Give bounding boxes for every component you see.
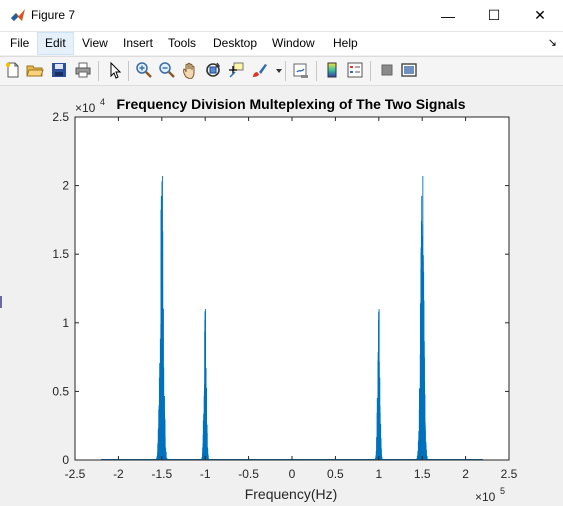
new-figure-icon[interactable] <box>4 61 22 79</box>
zoom-in-icon[interactable] <box>135 61 153 79</box>
menu-file[interactable]: File <box>10 36 30 50</box>
legend-icon[interactable] <box>346 61 364 79</box>
spectrum-line <box>101 175 483 460</box>
minimize-icon: — <box>441 7 455 24</box>
x-tick-label: 2 <box>462 467 469 481</box>
data-cursor-icon[interactable] <box>227 61 245 79</box>
menu-edit[interactable]: Edit <box>37 32 74 55</box>
x-tick-label: 1 <box>375 467 382 481</box>
y-axis: 0 0.5 1 1.5 2 2.5 <box>52 110 509 467</box>
x-exponent-power: 5 <box>500 486 505 496</box>
y-tick-label: 2.5 <box>52 110 69 124</box>
open-file-icon[interactable] <box>26 61 44 79</box>
toolbar-separator <box>370 61 371 81</box>
x-axis: -2.5 -2 -1.5 -1 -0.5 0 0.5 1 1.5 2 2.5 <box>65 117 518 481</box>
spectrum-peak-body <box>204 417 207 460</box>
x-tick-label: 0.5 <box>327 467 344 481</box>
plot-svg: -2.5 -2 -1.5 -1 -0.5 0 0.5 1 1.5 2 2.5 0 0.5 1 1.5 2 2.… <box>52 96 518 504</box>
x-tick-label: 1.5 <box>414 467 431 481</box>
dock-arrow-icon[interactable]: ↘ <box>547 37 557 49</box>
menu-tools[interactable]: Tools <box>168 36 197 50</box>
brush-dropdown-icon[interactable] <box>270 61 282 79</box>
toolbar-separator <box>316 61 317 81</box>
maximize-button[interactable]: ☐ <box>471 0 517 31</box>
y-tick-label: 1.5 <box>52 247 69 261</box>
pan-hand-icon[interactable] <box>181 61 199 79</box>
select-arrow-icon[interactable] <box>106 61 124 79</box>
figure-toolbar <box>0 56 563 86</box>
menu-desktop[interactable]: Desktop <box>213 36 258 50</box>
axes-background <box>75 117 509 460</box>
menu-insert[interactable]: Insert <box>123 36 154 50</box>
hide-plot-tools-icon[interactable] <box>378 61 396 79</box>
close-icon: ✕ <box>534 7 546 23</box>
spectrum-peak-body <box>160 380 164 460</box>
zoom-out-icon[interactable] <box>158 61 176 79</box>
menu-view[interactable]: View <box>82 36 108 50</box>
menu-window[interactable]: Window <box>272 36 315 50</box>
rotate-3d-icon[interactable] <box>204 61 222 79</box>
y-exponent-power: 4 <box>100 97 105 107</box>
figure-canvas: -2.5 -2 -1.5 -1 -0.5 0 0.5 1 1.5 2 2.5 0 0.5 1 1.5 2 2.… <box>0 86 563 506</box>
brush-icon[interactable] <box>250 61 268 79</box>
print-icon[interactable] <box>74 61 92 79</box>
menu-help[interactable]: Help <box>333 36 358 50</box>
maximize-icon: ☐ <box>487 7 501 23</box>
toolbar-separator <box>285 61 286 81</box>
link-plot-icon[interactable] <box>292 61 310 79</box>
y-tick-label: 1 <box>62 316 69 330</box>
save-icon[interactable] <box>50 61 68 79</box>
x-tick-label: 2.5 <box>501 467 518 481</box>
x-tick-label: -1.5 <box>151 467 172 481</box>
colorbar-icon[interactable] <box>323 61 341 79</box>
x-tick-label: -1 <box>200 467 211 481</box>
x-axis-label: Frequency(Hz) <box>245 486 338 502</box>
y-tick-label: 0 <box>62 453 69 467</box>
show-plot-tools-icon[interactable] <box>400 61 418 79</box>
window-edge-marker <box>0 296 2 308</box>
x-exponent-base: ×10 <box>475 490 496 504</box>
x-tick-label: 0 <box>289 467 296 481</box>
matlab-logo-icon <box>11 9 25 21</box>
x-tick-label: -2 <box>113 467 124 481</box>
minimize-button[interactable]: — <box>425 0 471 31</box>
toolbar-separator <box>128 61 129 81</box>
x-tick-label: -0.5 <box>238 467 259 481</box>
y-tick-label: 2 <box>62 179 69 193</box>
y-tick-label: 0.5 <box>52 384 69 398</box>
menu-bar: File Edit View Insert Tools Desktop Wind… <box>0 32 563 55</box>
close-button[interactable]: ✕ <box>517 0 563 31</box>
chart-title: Frequency Division Multeplexing of The T… <box>116 96 465 112</box>
toolbar-separator <box>98 61 99 81</box>
spectrum-peak-body <box>377 417 380 460</box>
window-title: Figure 7 <box>31 8 76 22</box>
x-tick-label: -2.5 <box>65 467 86 481</box>
y-exponent-base: ×10 <box>75 101 96 115</box>
title-bar: Figure 7 — ☐ ✕ <box>0 0 563 32</box>
spectrum-peak-body <box>420 380 424 460</box>
